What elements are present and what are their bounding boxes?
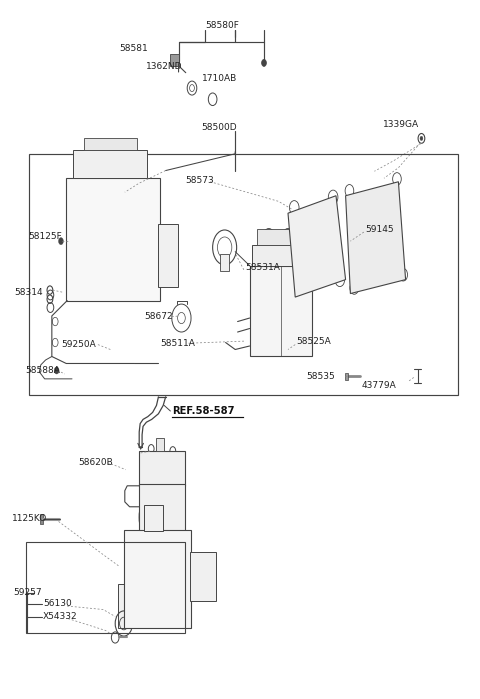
Text: 58581: 58581 [119, 45, 148, 53]
Text: 58573: 58573 [185, 176, 214, 185]
Circle shape [59, 238, 63, 245]
Bar [139, 484, 185, 549]
Text: X54332: X54332 [43, 612, 78, 621]
Bar [156, 438, 164, 451]
Text: 58588A: 58588A [25, 366, 60, 375]
Bar [29, 154, 458, 395]
Circle shape [139, 484, 185, 551]
Text: 58125F: 58125F [28, 232, 61, 240]
Text: 1710AB: 1710AB [202, 74, 237, 82]
Circle shape [357, 210, 395, 266]
Text: 58511A: 58511A [160, 339, 195, 347]
Bar [252, 245, 310, 266]
Circle shape [54, 367, 59, 374]
Text: 58531A: 58531A [245, 263, 280, 271]
Bar [257, 229, 305, 245]
Bar [220, 254, 229, 271]
Polygon shape [346, 182, 406, 294]
Text: 58672: 58672 [144, 312, 173, 321]
Text: 1362ND: 1362ND [146, 62, 182, 71]
Text: 56130: 56130 [43, 600, 72, 608]
Text: 59145: 59145 [365, 225, 394, 233]
Circle shape [297, 217, 337, 275]
Circle shape [262, 59, 266, 66]
Text: 58580F: 58580F [205, 22, 240, 30]
Bar [73, 150, 147, 178]
Bar [190, 552, 216, 601]
Bar [158, 224, 178, 287]
Circle shape [420, 136, 423, 140]
Bar [84, 138, 137, 150]
Bar [250, 266, 312, 356]
Bar [345, 373, 348, 380]
Text: 59257: 59257 [13, 589, 42, 597]
Bar [144, 505, 163, 531]
Polygon shape [118, 584, 124, 628]
Text: 58500D: 58500D [202, 123, 237, 131]
Text: 1125KO: 1125KO [12, 514, 47, 523]
Bar [66, 178, 160, 301]
Bar [170, 54, 179, 66]
Bar [139, 451, 185, 486]
Bar [124, 530, 191, 628]
Text: 58525A: 58525A [297, 338, 331, 346]
Text: REF.58-587: REF.58-587 [172, 406, 234, 416]
Bar [26, 542, 185, 633]
Text: 58535: 58535 [306, 372, 335, 380]
Bar [40, 514, 43, 524]
Text: 43779A: 43779A [361, 381, 396, 389]
Text: 58314: 58314 [14, 288, 43, 296]
Text: 59250A: 59250A [61, 340, 96, 349]
Text: 58620B: 58620B [79, 459, 113, 467]
Polygon shape [288, 196, 346, 297]
Text: 1339GA: 1339GA [383, 120, 419, 129]
